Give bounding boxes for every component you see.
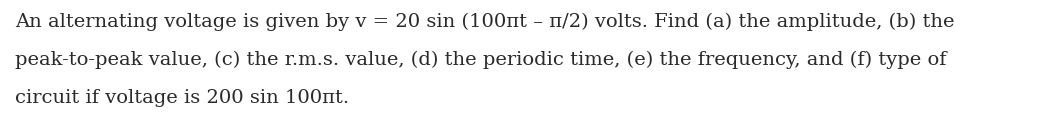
Text: circuit if voltage is 200 sin 100πt.: circuit if voltage is 200 sin 100πt. [15,89,349,107]
Text: peak-to-peak value, (c) the r.m.s. value, (d) the periodic time, (e) the frequen: peak-to-peak value, (c) the r.m.s. value… [15,51,947,69]
Text: An alternating voltage is given by v = 20 sin (100πt – π/2) volts. Find (a) the : An alternating voltage is given by v = 2… [15,13,954,31]
